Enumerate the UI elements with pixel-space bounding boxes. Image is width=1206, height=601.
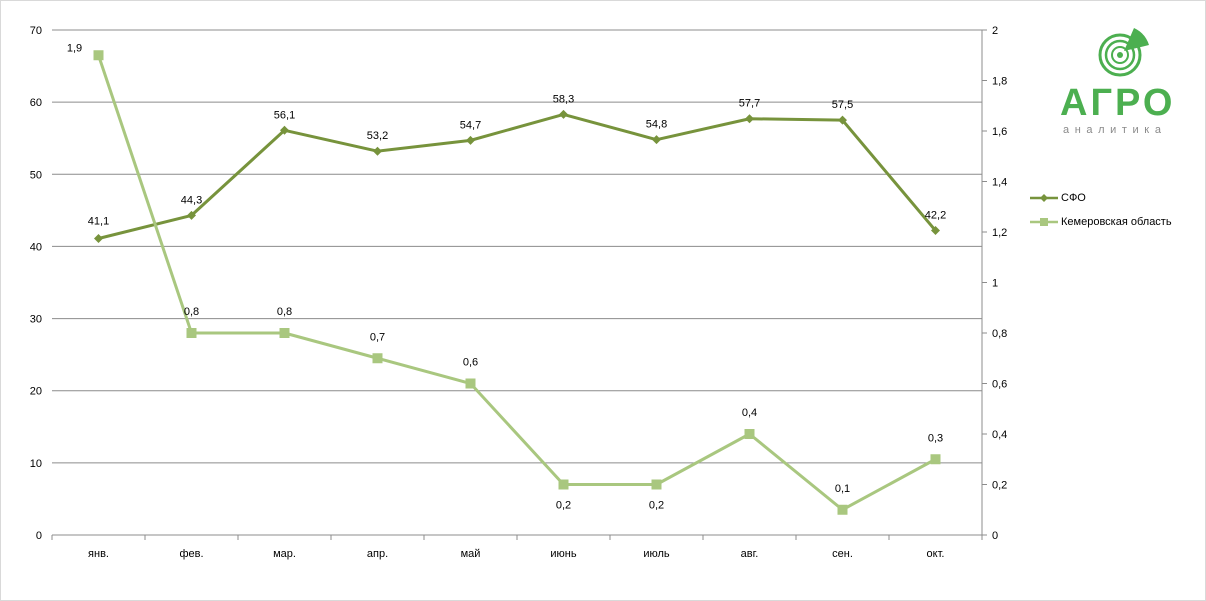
left-axis-ticks: 0 10 20 30 40 50 60 70 bbox=[30, 25, 42, 542]
data-label: 54,7 bbox=[460, 119, 481, 131]
left-tick-label: 0 bbox=[36, 530, 42, 542]
x-tick-label: июнь bbox=[550, 548, 576, 560]
data-point bbox=[466, 135, 475, 145]
data-label: 0,8 bbox=[277, 306, 292, 318]
data-label: 0,4 bbox=[742, 407, 757, 419]
left-tick-label: 20 bbox=[30, 386, 42, 398]
x-tick-label: янв. bbox=[88, 548, 109, 560]
data-point bbox=[837, 504, 848, 515]
left-tick-label: 50 bbox=[30, 169, 42, 181]
gridlines bbox=[52, 29, 983, 536]
data-point bbox=[186, 328, 197, 338]
right-tick-label: 1,4 bbox=[992, 177, 1007, 189]
data-label: 0,3 bbox=[928, 432, 943, 444]
data-point bbox=[280, 125, 289, 135]
data-label: 54,8 bbox=[646, 119, 667, 131]
x-axis-ticks: янв. фев. мар. апр. май июнь июль авг. сен. окт. bbox=[51, 535, 983, 560]
data-point bbox=[93, 50, 104, 61]
data-point bbox=[745, 114, 754, 124]
data-label: 57,5 bbox=[832, 99, 853, 111]
data-point bbox=[651, 479, 662, 490]
x-tick-label: сен. bbox=[832, 548, 853, 560]
right-tick-label: 1,8 bbox=[992, 76, 1007, 88]
series-line bbox=[98, 112, 937, 240]
data-label: 44,3 bbox=[181, 194, 202, 206]
data-label: 53,2 bbox=[367, 130, 388, 142]
data-point bbox=[373, 146, 382, 156]
data-point bbox=[94, 233, 103, 243]
data-label: 0,7 bbox=[370, 331, 385, 343]
data-point bbox=[930, 454, 941, 465]
data-point bbox=[838, 115, 847, 125]
right-tick-label: 2 bbox=[992, 25, 998, 37]
data-point bbox=[931, 226, 940, 236]
right-tick-label: 1,2 bbox=[992, 227, 1007, 239]
data-point bbox=[279, 328, 290, 338]
x-tick-label: апр. bbox=[367, 548, 388, 560]
data-label: 41,1 bbox=[88, 215, 109, 227]
logo-wordmark: АГРО bbox=[1060, 82, 1176, 124]
data-point bbox=[187, 210, 196, 220]
left-tick-label: 70 bbox=[30, 25, 42, 37]
data-label: 0,8 bbox=[184, 306, 199, 318]
x-tick-label: май bbox=[461, 548, 481, 560]
data-label: 0,6 bbox=[463, 357, 478, 369]
legend-swatch-sfo bbox=[1030, 194, 1058, 202]
x-tick-label: авг. bbox=[741, 548, 759, 560]
logo-subtitle: аналитика bbox=[1063, 124, 1167, 136]
data-label: 0,1 bbox=[835, 483, 850, 495]
series-sfo: 41,1 44,3 56,1 53,2 54,7 58,3 54,8 57,7 57,5 42,2 bbox=[88, 93, 946, 243]
right-tick-label: 1 bbox=[992, 278, 998, 290]
left-tick-label: 40 bbox=[30, 241, 42, 253]
data-label: 42,2 bbox=[925, 210, 946, 222]
x-tick-label: июль bbox=[643, 548, 670, 560]
x-tick-label: окт. bbox=[927, 548, 945, 560]
data-point bbox=[372, 353, 383, 364]
right-tick-label: 1,6 bbox=[992, 126, 1007, 138]
data-point bbox=[652, 135, 661, 145]
left-tick-label: 30 bbox=[30, 314, 42, 326]
data-point bbox=[559, 109, 568, 119]
right-tick-label: 0,6 bbox=[992, 379, 1007, 391]
logo-emblem-icon bbox=[1098, 28, 1149, 77]
data-point bbox=[744, 429, 755, 439]
legend-label-kemerovo: Кемеровская область bbox=[1061, 216, 1172, 228]
legend-swatch-kemerovo bbox=[1030, 218, 1058, 226]
data-label: 58,3 bbox=[553, 93, 574, 105]
data-label: 0,2 bbox=[649, 500, 664, 512]
right-tick-label: 0,2 bbox=[992, 480, 1007, 492]
data-label: 0,2 bbox=[556, 500, 571, 512]
left-tick-label: 60 bbox=[30, 97, 42, 109]
data-label: 57,7 bbox=[739, 98, 760, 110]
series-group: 41,1 44,3 56,1 53,2 54,7 58,3 54,8 57,7 57,5 42,2… bbox=[67, 42, 946, 515]
right-tick-label: 0,8 bbox=[992, 328, 1007, 340]
data-label: 1,9 bbox=[67, 42, 82, 54]
data-point bbox=[465, 378, 476, 389]
right-axis-ticks: 0 0,2 0,4 0,6 0,8 1 1,2 1,4 1,6 1,8 2 bbox=[982, 25, 1007, 542]
data-label: 56,1 bbox=[274, 109, 295, 121]
left-tick-label: 10 bbox=[30, 458, 42, 470]
right-tick-label: 0 bbox=[992, 530, 998, 542]
data-point bbox=[558, 479, 569, 490]
x-tick-label: фев. bbox=[179, 548, 203, 560]
x-tick-label: мар. bbox=[273, 548, 296, 560]
series-kemerovo: 1,9 0,8 0,8 0,7 0,6 0,2 0,2 0,4 0,1 0,3 bbox=[67, 42, 943, 515]
series-line bbox=[97, 54, 937, 512]
legend-label-sfo: СФО bbox=[1061, 192, 1086, 204]
right-tick-label: 0,4 bbox=[992, 429, 1007, 441]
